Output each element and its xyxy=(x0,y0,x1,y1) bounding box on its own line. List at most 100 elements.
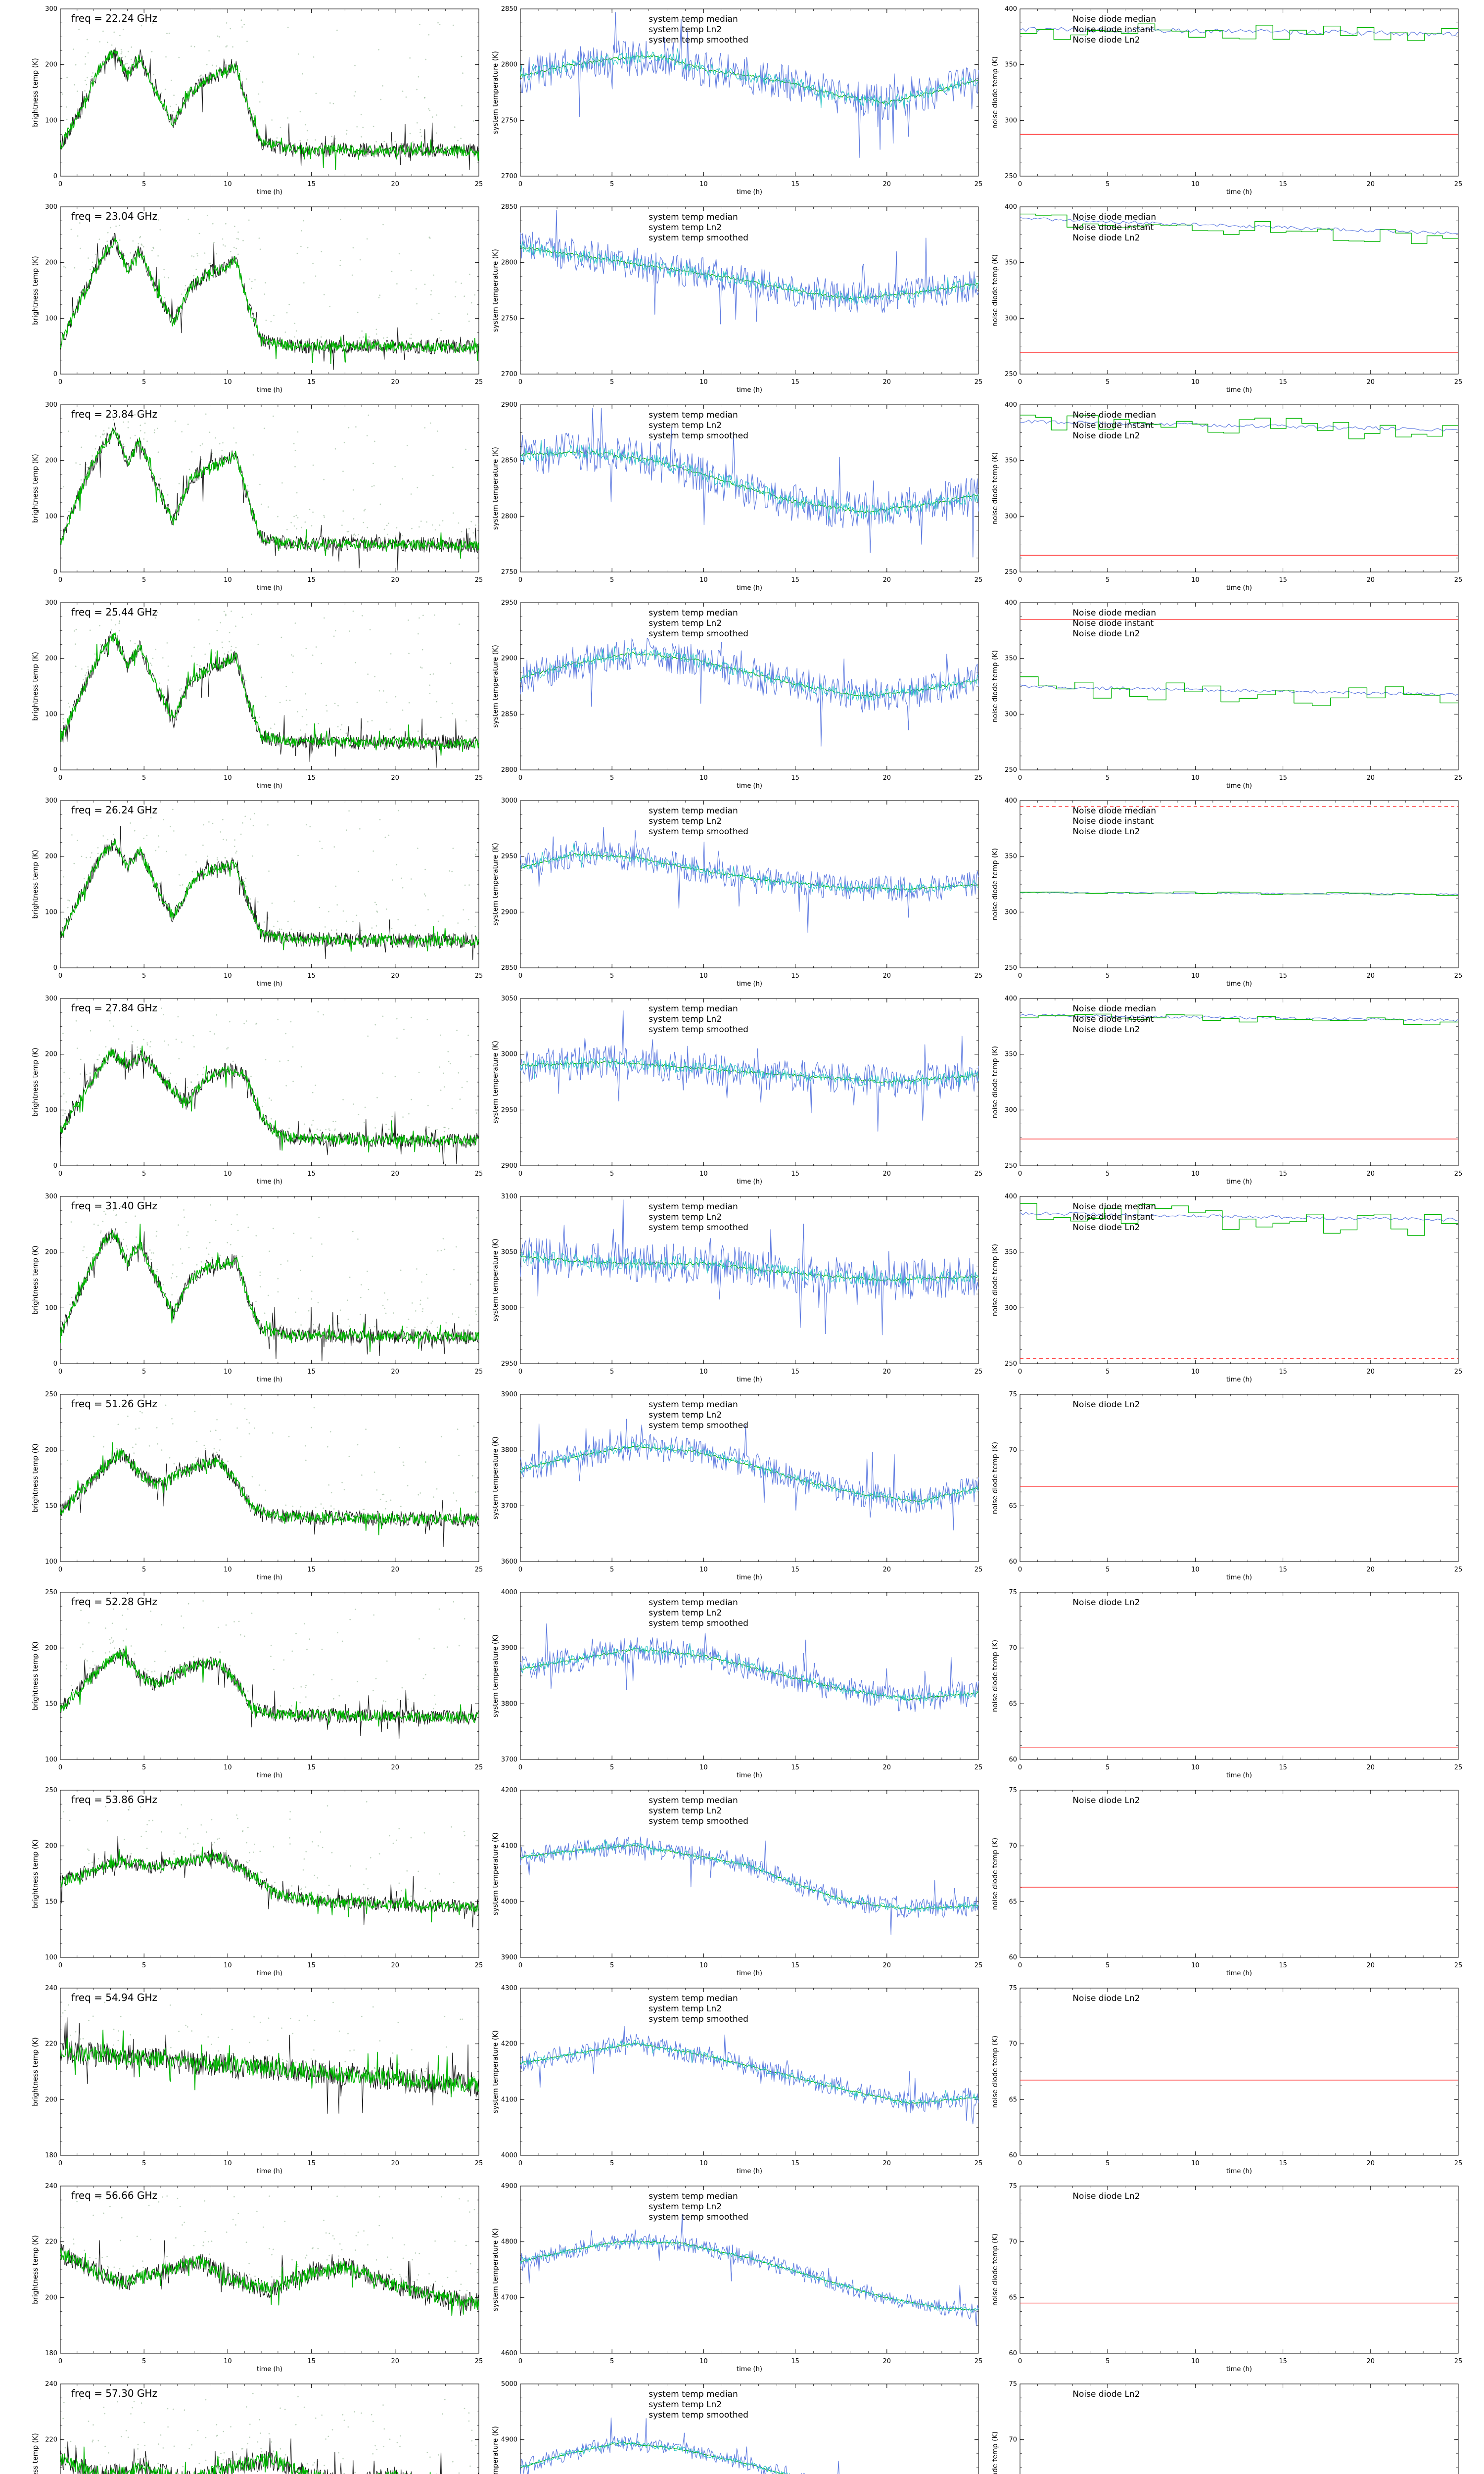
legend-noise-diode-ln2: Noise diode Ln2 xyxy=(1072,2389,1140,2399)
x-tick-label: 20 xyxy=(391,379,400,386)
y-tick-label: 200 xyxy=(45,2096,57,2103)
x-tick-label: 0 xyxy=(1018,181,1022,188)
x-tick-label: 15 xyxy=(307,1962,316,1969)
x-tick-label: 10 xyxy=(224,1170,232,1178)
x-tick-label: 20 xyxy=(391,1566,400,1573)
x-tick-label: 0 xyxy=(518,181,522,188)
y-tick-label: 300 xyxy=(1005,711,1017,718)
y-tick-label: 250 xyxy=(45,1391,57,1398)
x-axis-label: time (h) xyxy=(1226,1376,1252,1383)
legend-system-temp-median: system temp median xyxy=(649,1796,738,1806)
system-temp-panel: 0 5 10 15 20 25 2850 2900 2950 3000 system tempera… xyxy=(492,797,982,988)
plot-row: 0 5 10 15 20 25 0 100 200 300 brightness temp (K) t… xyxy=(0,0,1484,198)
x-tick-label: 20 xyxy=(883,576,891,584)
plot-frame xyxy=(1020,1592,1459,1760)
system-temp-smoothed-trace xyxy=(520,1648,979,1701)
legend-noise-diode-ln2: Noise diode Ln2 xyxy=(1072,1400,1140,1410)
y-axis-label: noise diode temp (K) xyxy=(991,1244,999,1316)
x-tick-label: 25 xyxy=(475,379,483,386)
noise-diode-median-trace xyxy=(1020,213,1458,244)
legend-system-temp-ln2: system temp Ln2 xyxy=(649,2004,722,2014)
brightness-trace-green xyxy=(60,428,479,559)
y-tick-label: 75 xyxy=(1009,1787,1017,1794)
plot-frame xyxy=(520,8,979,177)
x-tick-label: 5 xyxy=(1106,181,1110,188)
legend-noise-diode-ln2: Noise diode Ln2 xyxy=(1072,1223,1140,1233)
x-axis-label: time (h) xyxy=(737,1970,762,1977)
y-tick-label: 3900 xyxy=(501,1954,517,1961)
system-temp-median-trace xyxy=(520,1623,979,1713)
x-tick-label: 15 xyxy=(307,972,316,980)
y-tick-label: 250 xyxy=(1005,569,1017,576)
x-axis-label: time (h) xyxy=(257,1772,282,1779)
noise-diode-panel: 0 5 10 15 20 25 60 65 70 75 noise diode temp (K) ti… xyxy=(991,1589,1462,1779)
system-temp-ln2-trace xyxy=(520,2440,790,2474)
y-axis-label: noise diode temp (K) xyxy=(991,1640,999,1712)
legend-system-temp-ln2: system temp Ln2 xyxy=(649,25,722,35)
y-tick-label: 2850 xyxy=(501,457,517,465)
y-tick-label: 2850 xyxy=(501,5,517,13)
x-axis-label: time (h) xyxy=(737,584,762,592)
system-temp-ln2-trace xyxy=(520,1056,979,1088)
x-tick-label: 25 xyxy=(1454,2160,1463,2167)
x-tick-label: 25 xyxy=(475,972,483,980)
legend-system-temp-smoothed: system temp smoothed xyxy=(649,1421,748,1430)
y-tick-label: 240 xyxy=(45,1985,57,1992)
x-tick-label: 0 xyxy=(518,774,522,782)
y-axis-label: system temperature (K) xyxy=(492,1634,500,1717)
x-tick-label: 20 xyxy=(1367,2160,1375,2167)
x-tick-label: 10 xyxy=(224,774,232,782)
brightness-panel: 0 5 10 15 20 25 0 100 200 300 brightness temp (K) t… xyxy=(32,995,483,1186)
x-tick-label: 10 xyxy=(699,1962,708,1969)
x-tick-label: 5 xyxy=(142,2160,146,2167)
x-tick-label: 15 xyxy=(1279,1566,1287,1573)
legend-system-temp-smoothed: system temp smoothed xyxy=(649,2410,748,2420)
x-axis-label: time (h) xyxy=(1226,980,1252,988)
system-temp-ln2-trace xyxy=(520,440,979,522)
freq-label: freq = 51.26 GHz xyxy=(71,1398,157,1410)
x-tick-label: 15 xyxy=(307,774,316,782)
x-tick-label: 25 xyxy=(1454,1170,1463,1178)
x-tick-label: 5 xyxy=(1106,774,1110,782)
y-axis-label: system temperature (K) xyxy=(492,645,500,728)
x-tick-label: 20 xyxy=(1367,1170,1375,1178)
plot-frame xyxy=(1020,1394,1459,1562)
y-tick-label: 150 xyxy=(45,1700,57,1708)
x-axis-label: time (h) xyxy=(737,1376,762,1383)
noise-diode-panel: 0 5 10 15 20 25 250 300 350 400 noise diode temp (… xyxy=(991,599,1463,790)
legend-noise-diode-median: Noise diode median xyxy=(1072,608,1156,618)
y-tick-label: 2750 xyxy=(501,315,517,322)
brightness-trace-black xyxy=(60,233,479,370)
y-tick-label: 100 xyxy=(45,1954,57,1961)
brightness-trace-black xyxy=(60,423,479,571)
x-tick-label: 10 xyxy=(1191,1764,1200,1771)
noise-diode-median-trace xyxy=(1020,415,1458,439)
plot-row: 0 5 10 15 20 25 0 100 200 300 brightness temp (K) t… xyxy=(0,594,1484,792)
x-tick-label: 5 xyxy=(1106,2358,1110,2365)
brightness-panel: 0 5 10 15 20 25 0 100 200 300 brightness temp (K) t… xyxy=(32,203,483,394)
noise-diode-panel: 0 5 10 15 20 25 250 300 350 400 noise diode temp (… xyxy=(991,5,1462,196)
y-tick-label: 200 xyxy=(45,457,57,465)
y-tick-label: 70 xyxy=(1009,1447,1017,1454)
x-tick-label: 20 xyxy=(391,2358,400,2365)
x-tick-label: 25 xyxy=(1454,774,1463,782)
x-tick-label: 5 xyxy=(610,1368,614,1376)
y-tick-label: 75 xyxy=(1009,1391,1017,1398)
legend-noise-diode-ln2: Noise diode Ln2 xyxy=(1072,1796,1140,1806)
x-axis-label: time (h) xyxy=(1226,189,1252,196)
legend-system-temp-ln2: system temp Ln2 xyxy=(649,2202,722,2212)
x-tick-label: 25 xyxy=(475,2358,483,2365)
noise-diode-panel: 0 5 10 15 20 25 60 65 70 75 noise diode temp (K) ti… xyxy=(991,2183,1462,2373)
y-tick-label: 0 xyxy=(53,1162,57,1170)
x-tick-label: 10 xyxy=(1191,972,1200,980)
y-tick-label: 300 xyxy=(1005,1304,1017,1312)
x-tick-label: 25 xyxy=(475,576,483,584)
y-tick-label: 75 xyxy=(1009,2380,1017,2388)
x-axis-label: time (h) xyxy=(257,782,282,790)
x-tick-label: 0 xyxy=(518,1566,522,1573)
y-tick-label: 4200 xyxy=(501,2041,517,2048)
x-tick-label: 5 xyxy=(610,379,614,386)
y-tick-label: 350 xyxy=(1005,655,1017,663)
